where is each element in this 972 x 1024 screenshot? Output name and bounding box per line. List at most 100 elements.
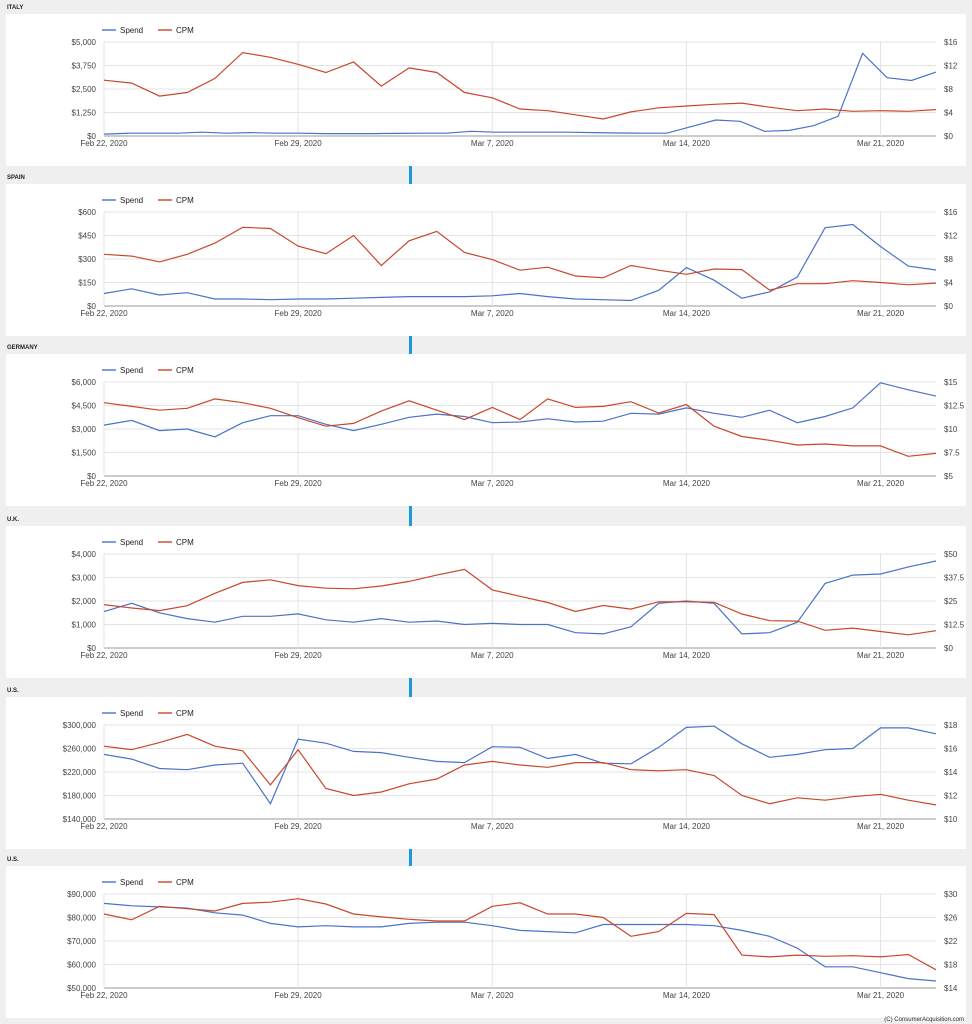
chart-area: $0 $1,500 $3,000 $4,500 $6,000 $5 $7.5 $10 $12.5…: [6, 354, 966, 506]
x-axis-tick: Mar 7, 2020: [471, 651, 514, 660]
left-axis-tick: $0: [87, 132, 96, 141]
right-axis-tick: $7.5: [944, 449, 960, 458]
spend-legend-label: Spend: [120, 538, 143, 547]
chart-area: $140,000 $180,000 $220,000 $260,000 $300,000…: [6, 697, 966, 849]
right-axis-tick: $16: [944, 745, 958, 754]
cpm-legend-label: CPM: [176, 196, 194, 205]
x-axis-tick: Feb 29, 2020: [275, 991, 323, 1000]
right-axis-tick: $18: [944, 961, 958, 970]
chart-title: ITALY: [7, 5, 24, 11]
copyright: (C) ConsumerAcquisition.com: [884, 1017, 964, 1023]
left-axis-tick: $1,500: [72, 449, 97, 458]
x-axis-tick: Mar 14, 2020: [663, 991, 711, 1000]
x-axis-tick: Mar 14, 2020: [663, 309, 711, 318]
line-chart: $140,000 $180,000 $220,000 $260,000 $300,000…: [63, 709, 958, 831]
chart-area: $0 $1,250 $2,500 $3,750 $5,000 $0 $4 $8 $12 $16 Fe…: [6, 14, 966, 166]
left-axis-tick: $180,000: [63, 792, 97, 801]
right-axis-tick: $14: [944, 768, 958, 777]
left-axis-tick: $3,750: [72, 62, 97, 71]
cpm-legend-label: CPM: [176, 878, 194, 887]
x-axis-tick: Mar 14, 2020: [663, 139, 711, 148]
x-axis-tick: Feb 29, 2020: [275, 139, 323, 148]
left-axis-tick: $60,000: [67, 961, 96, 970]
chart-area: $50,000 $60,000 $70,000 $80,000 $90,000 $14 $1…: [6, 866, 966, 1018]
chart-title: U.S.: [7, 857, 19, 863]
right-axis-tick: $16: [944, 38, 958, 47]
chart-panel: U.K. $0 $1,000 $2,000 $3,000 $4,000 $0 $12.5 $25…: [0, 512, 972, 682]
right-axis-tick: $22: [944, 937, 958, 946]
line-chart: $50,000 $60,000 $70,000 $80,000 $90,000 $14 $1…: [67, 878, 958, 1000]
x-axis-tick: Mar 7, 2020: [471, 822, 514, 831]
right-axis-tick: $18: [944, 721, 958, 730]
x-axis-tick: Mar 14, 2020: [663, 651, 711, 660]
right-axis-tick: $10: [944, 815, 958, 824]
right-axis-tick: $25: [944, 597, 958, 606]
right-axis-tick: $15: [944, 378, 958, 387]
left-axis-tick: $4,000: [72, 550, 97, 559]
left-axis-tick: $90,000: [67, 890, 96, 899]
cpm-legend-label: CPM: [176, 26, 194, 35]
x-axis-tick: Mar 14, 2020: [663, 479, 711, 488]
right-axis-tick: $12.5: [944, 402, 965, 411]
x-axis-tick: Feb 22, 2020: [80, 991, 128, 1000]
left-axis-tick: $220,000: [63, 768, 97, 777]
right-axis-tick: $4: [944, 279, 953, 288]
x-axis-tick: Feb 29, 2020: [275, 309, 323, 318]
x-axis-tick: Feb 22, 2020: [80, 479, 128, 488]
chart-title: U.K.: [7, 517, 19, 523]
x-axis-tick: Mar 14, 2020: [663, 822, 711, 831]
x-axis-tick: Mar 7, 2020: [471, 309, 514, 318]
reference-marker-line: [409, 14, 412, 1016]
chart-panel: U.S. $50,000 $60,000 $70,000 $80,000 $90,000 $…: [0, 852, 972, 1022]
left-axis-tick: $0: [87, 472, 96, 481]
left-axis-tick: $0: [87, 644, 96, 653]
right-axis-tick: $50: [944, 550, 958, 559]
chart-panel: ITALY $0 $1,250 $2,500 $3,750 $5,000 $0 $4 $8 $12…: [0, 0, 972, 170]
right-axis-tick: $26: [944, 914, 958, 923]
chart-area: $0 $150 $300 $450 $600 $0 $4 $8 $12 $16 Feb 22, 20…: [6, 184, 966, 336]
left-axis-tick: $6,000: [72, 378, 97, 387]
x-axis-tick: Mar 21, 2020: [857, 991, 905, 1000]
spend-legend-label: Spend: [120, 709, 143, 718]
left-axis-tick: $150: [78, 279, 96, 288]
left-axis-tick: $5,000: [72, 38, 97, 47]
left-axis-tick: $1,000: [72, 621, 97, 630]
x-axis-tick: Feb 22, 2020: [80, 822, 128, 831]
cpm-legend-label: CPM: [176, 366, 194, 375]
spend-legend-label: Spend: [120, 366, 143, 375]
x-axis-tick: Feb 29, 2020: [275, 479, 323, 488]
right-axis-tick: $16: [944, 208, 958, 217]
cpm-series-line: [103, 226, 937, 291]
right-axis-tick: $0: [944, 302, 953, 311]
x-axis-tick: Feb 29, 2020: [275, 822, 323, 831]
left-axis-tick: $600: [78, 208, 96, 217]
left-axis-tick: $140,000: [63, 815, 97, 824]
spend-series-line: [103, 223, 937, 302]
chart-title: U.S.: [7, 688, 19, 694]
right-axis-tick: $12: [944, 232, 958, 241]
x-axis-tick: Mar 21, 2020: [857, 651, 905, 660]
left-axis-tick: $260,000: [63, 745, 97, 754]
x-axis-tick: Mar 7, 2020: [471, 479, 514, 488]
x-axis-tick: Feb 29, 2020: [275, 651, 323, 660]
left-axis-tick: $4,500: [72, 402, 97, 411]
left-axis-tick: $0: [87, 302, 96, 311]
right-axis-tick: $5: [944, 472, 953, 481]
left-axis-tick: $300: [78, 255, 96, 264]
x-axis-tick: Feb 22, 2020: [80, 309, 128, 318]
left-axis-tick: $3,000: [72, 574, 97, 583]
left-axis-tick: $50,000: [67, 984, 96, 993]
right-axis-tick: $12.5: [944, 621, 965, 630]
line-chart: $0 $150 $300 $450 $600 $0 $4 $8 $12 $16 Feb 22, 20…: [78, 196, 958, 318]
left-axis-tick: $450: [78, 232, 96, 241]
chart-title: SPAIN: [7, 175, 25, 181]
chart-panel: GERMANY $0 $1,500 $3,000 $4,500 $6,000 $5 $7.5 $…: [0, 340, 972, 510]
x-axis-tick: Mar 21, 2020: [857, 139, 905, 148]
spend-legend-label: Spend: [120, 26, 143, 35]
right-axis-tick: $12: [944, 62, 958, 71]
right-axis-tick: $14: [944, 984, 958, 993]
left-axis-tick: $70,000: [67, 937, 96, 946]
right-axis-tick: $0: [944, 132, 953, 141]
cpm-series-line: [103, 568, 937, 636]
chart-area: $0 $1,000 $2,000 $3,000 $4,000 $0 $12.5 $25 $37.…: [6, 526, 966, 678]
